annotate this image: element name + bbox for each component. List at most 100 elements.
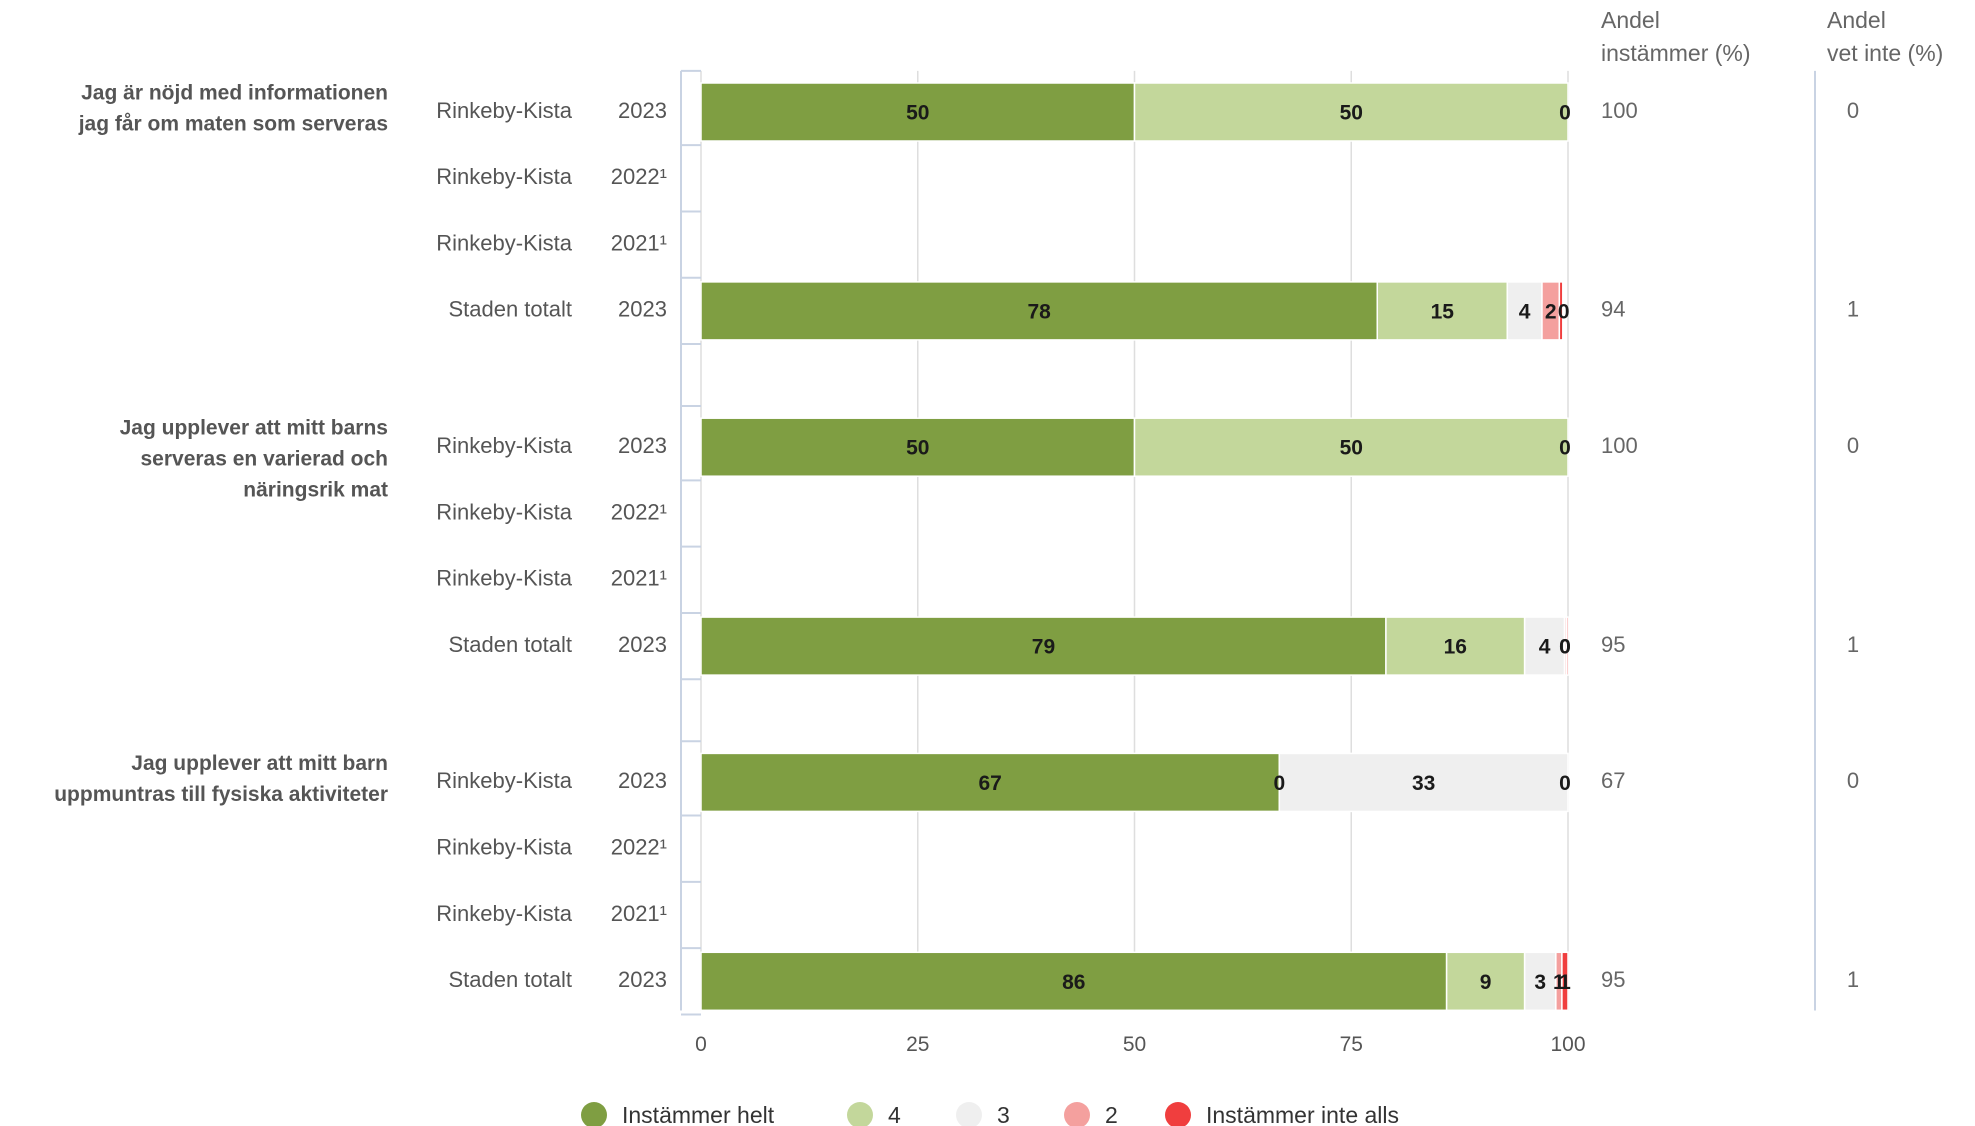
bar-value-label: 0 <box>1273 772 1285 795</box>
agree-share-value: 94 <box>1601 297 1625 322</box>
row-year-label: 2022¹ <box>611 835 667 860</box>
dontknow-share-value: 0 <box>1847 768 1859 793</box>
x-tick-label: 25 <box>906 1033 929 1056</box>
bar-value-label: 3 <box>1534 971 1546 994</box>
row-year-label: 2021¹ <box>611 901 667 926</box>
dontknow-share-value: 0 <box>1847 98 1859 123</box>
bar-value-label: 1 <box>1559 971 1571 994</box>
x-tick-label: 100 <box>1550 1033 1585 1056</box>
row-unit-label: Staden totalt <box>448 297 572 322</box>
question-label: Jag upplever att mitt barns <box>120 417 388 440</box>
row-year-label: 2023 <box>618 433 667 458</box>
bar-value-label: 86 <box>1062 971 1085 994</box>
legend-marker <box>581 1102 607 1126</box>
dontknow-share-value: 1 <box>1847 297 1859 322</box>
bar-value-label: 0 <box>1559 636 1571 659</box>
bar-value-label: 50 <box>1340 102 1363 125</box>
row-year-label: 2023 <box>618 98 667 123</box>
row-year-label: 2023 <box>618 297 667 322</box>
bar-segment-4 <box>1133 82 1569 142</box>
row-unit-label: Rinkeby-Kista <box>436 768 572 793</box>
legend-marker <box>847 1102 873 1126</box>
bar-segment-4 <box>1376 281 1509 341</box>
row-unit-label: Rinkeby-Kista <box>436 164 572 189</box>
bar-value-label: 15 <box>1431 300 1455 323</box>
bar-value-label: 0 <box>1559 437 1571 460</box>
question-label: uppmuntras till fysiska aktiviteter <box>54 783 388 806</box>
row-year-label: 2022¹ <box>611 164 667 189</box>
row-year-label: 2021¹ <box>611 566 667 591</box>
bar-segment-3 <box>1523 951 1557 1012</box>
bar-value-label: 2 <box>1545 300 1557 323</box>
side-header-line: vet inte (%) <box>1827 40 1943 66</box>
legend-marker <box>1165 1102 1191 1126</box>
legend-marker <box>956 1102 982 1126</box>
bar-value-label: 0 <box>1558 300 1570 323</box>
x-tick-label: 75 <box>1340 1033 1363 1056</box>
x-tick-label: 50 <box>1123 1033 1146 1056</box>
bar-value-label: 50 <box>906 437 929 460</box>
bar-value-label: 67 <box>978 772 1001 795</box>
bar-segment-4 <box>1445 951 1526 1012</box>
agree-share-value: 100 <box>1601 433 1638 458</box>
row-unit-label: Rinkeby-Kista <box>436 433 572 458</box>
bar-value-label: 9 <box>1480 971 1492 994</box>
legend-entry: Instämmer inte alls <box>1206 1102 1399 1126</box>
question-label: Jag upplever att mitt barn <box>131 752 388 775</box>
question-label: serveras en varierad och <box>141 448 389 471</box>
row-unit-label: Rinkeby-Kista <box>436 499 572 524</box>
x-tick-label: 0 <box>695 1033 707 1056</box>
row-year-label: 2023 <box>618 632 667 657</box>
bar-value-label: 0 <box>1559 636 1571 659</box>
bar-segment-inst-mmer-helt <box>700 417 1136 477</box>
bar-segment-3 <box>1278 752 1569 813</box>
row-unit-label: Staden totalt <box>448 632 572 657</box>
row-unit-label: Rinkeby-Kista <box>436 98 572 123</box>
row-unit-label: Rinkeby-Kista <box>436 835 572 860</box>
row-unit-label: Staden totalt <box>448 967 572 992</box>
bar-segment-inst-mmer-helt <box>700 752 1281 813</box>
question-label: Jag är nöjd med informationen <box>81 82 388 105</box>
bar-segment-inst-mmer-inte-alls <box>1558 281 1564 341</box>
agree-share-value: 67 <box>1601 768 1625 793</box>
row-unit-label: Rinkeby-Kista <box>436 566 572 591</box>
agree-share-value: 95 <box>1601 967 1625 992</box>
row-unit-label: Rinkeby-Kista <box>436 230 572 255</box>
bar-value-label: 16 <box>1444 636 1467 659</box>
question-label: jag får om maten som serveras <box>78 113 388 136</box>
bar-value-label: 0 <box>1559 772 1571 795</box>
bar-value-label: 0 <box>1559 102 1571 125</box>
bar-value-label: 1 <box>1553 971 1565 994</box>
dontknow-share-value: 1 <box>1847 632 1859 657</box>
bar-segment-inst-mmer-helt <box>700 616 1387 676</box>
legend-entry: 3 <box>997 1102 1010 1126</box>
row-year-label: 2023 <box>618 967 667 992</box>
bar-value-label: 50 <box>1340 437 1363 460</box>
row-year-label: 2021¹ <box>611 230 667 255</box>
legend-marker <box>1064 1102 1090 1126</box>
row-year-label: 2023 <box>618 768 667 793</box>
side-header-line: instämmer (%) <box>1601 40 1751 66</box>
row-year-label: 2022¹ <box>611 499 667 524</box>
dontknow-share-value: 1 <box>1847 967 1859 992</box>
legend-entry: Instämmer helt <box>622 1102 775 1126</box>
agree-share-value: 95 <box>1601 632 1625 657</box>
bar-value-label: 4 <box>1539 636 1551 659</box>
side-header-line: Andel <box>1601 7 1660 33</box>
bar-segment-4 <box>1133 417 1569 477</box>
bar-value-label: 4 <box>1519 300 1531 323</box>
bar-segment-inst-mmer-helt <box>700 281 1379 341</box>
bar-segment-inst-mmer-inte-alls <box>1565 616 1569 676</box>
side-header-line: Andel <box>1827 7 1886 33</box>
bar-segment-inst-mmer-inte-alls <box>1561 951 1569 1012</box>
bar-value-label: 50 <box>906 102 929 125</box>
bar-value-label: 78 <box>1027 300 1051 323</box>
row-unit-label: Rinkeby-Kista <box>436 901 572 926</box>
bar-value-label: 79 <box>1032 636 1055 659</box>
dontknow-share-value: 0 <box>1847 433 1859 458</box>
question-label: näringsrik mat <box>243 479 388 502</box>
bar-value-label: 33 <box>1412 772 1435 795</box>
bar-segment-inst-mmer-helt <box>700 951 1448 1012</box>
bar-segment-3 <box>1523 616 1566 676</box>
